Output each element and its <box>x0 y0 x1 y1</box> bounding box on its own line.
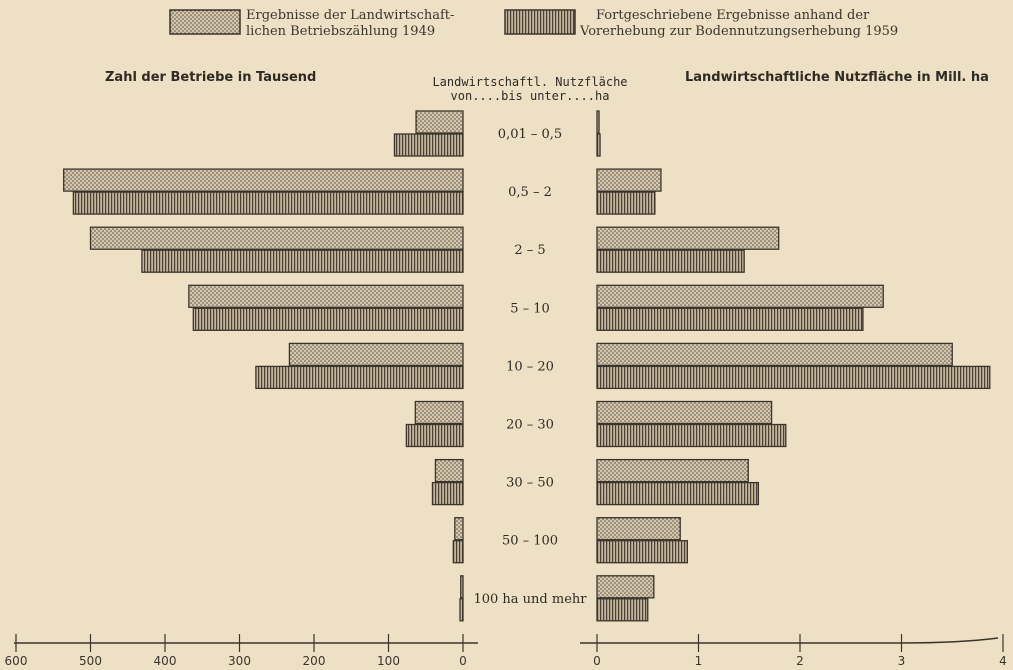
right-axis-tick-label: 0 <box>593 654 601 668</box>
category-label: 100 ha und mehr <box>473 592 587 607</box>
category-label: 2 – 5 <box>514 243 545 258</box>
right-axis-tick-label: 4 <box>999 654 1007 668</box>
right-axis-tick-label: 1 <box>695 654 703 668</box>
legend-label-1949-line2: lichen Betriebszählung 1949 <box>246 24 435 39</box>
left-bar-1959 <box>405 423 464 448</box>
right-bar-1949 <box>596 110 600 134</box>
right-bar-1949 <box>596 400 773 425</box>
category-label: 20 – 30 <box>506 418 554 433</box>
right-panel-title: Landwirtschaftliche Nutzfläche in Mill. … <box>685 70 989 85</box>
category-labels-group: 0,01 – 0,5 0,5 – 2 2 – 5 5 – 10 10 – 20 20 – … <box>473 127 587 607</box>
left-bar-1949 <box>89 226 464 250</box>
right-bar-1949 <box>596 284 884 308</box>
right-axis-tick-label: 2 <box>796 654 804 668</box>
left-bar-1959 <box>255 365 464 390</box>
right-bar-1959 <box>596 249 745 273</box>
right-bar-1959 <box>596 365 991 390</box>
right-bar-1949 <box>596 226 780 250</box>
legend-swatch-1959 <box>504 9 576 35</box>
left-bar-1959 <box>393 133 464 157</box>
left-bar-1959 <box>452 540 464 564</box>
left-bar-1949 <box>454 517 464 541</box>
left-bar-1959 <box>459 598 464 622</box>
right-bar-1959 <box>596 307 864 331</box>
left-bar-1949 <box>415 110 464 134</box>
right-bar-1959 <box>596 423 787 448</box>
right-bar-1959 <box>596 598 649 622</box>
right-bar-1949 <box>596 342 953 367</box>
left-bar-1959 <box>192 307 464 331</box>
legend-label-1949-line1: Ergebnisse der Landwirtschaft- <box>246 8 454 23</box>
left-axis-tick-label: 100 <box>377 654 400 668</box>
left-axis-tick-label: 300 <box>228 654 251 668</box>
left-axis-tick-label: 400 <box>154 654 177 668</box>
legend: Ergebnisse der Landwirtschaft- lichen Be… <box>169 8 898 39</box>
left-bar-1949 <box>288 342 464 367</box>
left-axis-tick-label: 0 <box>459 654 467 668</box>
center-header-line2: von....bis unter....ha <box>451 89 610 103</box>
center-header-line1: Landwirtschaftl. Nutzfläche <box>432 75 627 89</box>
left-axis-tick-label: 600 <box>5 654 28 668</box>
left-bar-1959 <box>431 481 464 506</box>
right-bar-1949 <box>596 575 655 599</box>
left-bar-1949 <box>460 575 464 599</box>
left-bar-1949 <box>63 168 464 192</box>
left-panel-title: Zahl der Betriebe in Tausend <box>105 70 316 85</box>
left-axis-tick-label: 200 <box>303 654 326 668</box>
left-bar-1959 <box>72 191 464 215</box>
right-bar-1959 <box>596 191 656 215</box>
right-bar-1959 <box>596 540 688 564</box>
left-axis-tick-label: 500 <box>79 654 102 668</box>
category-label: 10 – 20 <box>506 359 554 374</box>
right-axis-tick-label: 3 <box>898 654 906 668</box>
right-bar-1959 <box>596 481 760 506</box>
right-axis-line <box>580 637 999 644</box>
right-bar-1949 <box>596 517 681 541</box>
right-bar-1949 <box>596 168 662 192</box>
legend-label-1959-line1: Fortgeschriebene Ergebnisse anhand der <box>596 8 870 23</box>
left-bar-1959 <box>141 249 464 273</box>
category-label: 5 – 10 <box>510 301 550 316</box>
left-bar-1949 <box>414 400 464 425</box>
category-label: 30 – 50 <box>506 476 554 491</box>
right-bar-1949 <box>596 458 749 483</box>
category-label: 0,01 – 0,5 <box>498 127 562 142</box>
right-bar-1959 <box>596 133 601 157</box>
legend-swatch-1949 <box>169 9 241 35</box>
category-label: 50 – 100 <box>502 534 558 549</box>
right-x-axis: 0 1 2 3 4 <box>580 634 1007 668</box>
left-bar-1949 <box>434 458 464 483</box>
left-bar-1949 <box>188 284 464 308</box>
left-x-axis: 600 500 400 300 200 100 0 <box>5 634 478 668</box>
left-bars-group <box>63 110 464 622</box>
right-bars-group <box>596 110 991 622</box>
category-label: 0,5 – 2 <box>508 185 552 200</box>
legend-label-1959-line2: Vorerhebung zur Bodennutzungserhebung 19… <box>579 24 898 39</box>
